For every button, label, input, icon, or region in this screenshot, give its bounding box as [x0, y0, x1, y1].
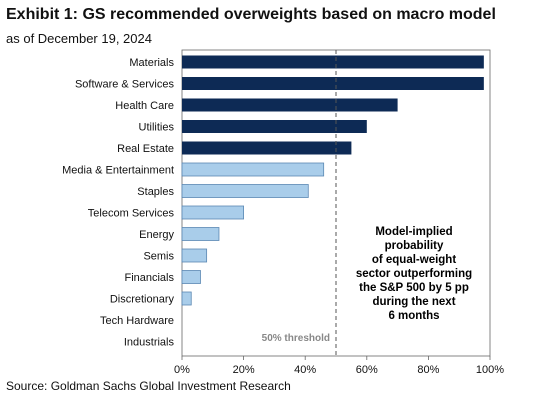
threshold-label: 50% threshold	[262, 333, 330, 344]
category-label: Health Care	[115, 100, 174, 112]
x-tick-label: 100%	[476, 364, 504, 376]
source-note: Source: Goldman Sachs Global Investment …	[6, 379, 291, 393]
x-tick-label: 20%	[233, 364, 255, 376]
bar	[181, 227, 220, 241]
category-label: Energy	[139, 229, 174, 241]
category-label: Industrials	[124, 337, 175, 349]
category-label: Telecom Services	[88, 208, 175, 220]
category-label: Media & Entertainment	[62, 165, 174, 177]
bar	[181, 205, 244, 220]
x-tick-label: 0%	[174, 364, 190, 376]
x-tick-label: 40%	[294, 364, 316, 376]
category-label: Tech Hardware	[100, 315, 174, 327]
category-label: Staples	[137, 186, 174, 198]
annotation-line: Model-implied	[375, 226, 452, 238]
x-tick-label: 80%	[417, 364, 439, 376]
category-label: Real Estate	[117, 143, 174, 155]
bar	[181, 270, 201, 284]
annotation-line: of equal-weight	[372, 254, 457, 266]
category-label: Semis	[143, 251, 174, 263]
annotation-line: probability	[385, 240, 444, 252]
category-label: Materials	[129, 57, 174, 69]
bar	[182, 55, 484, 69]
bar	[181, 162, 325, 177]
category-label: Utilities	[139, 122, 175, 134]
category-label: Software & Services	[75, 79, 175, 91]
bar	[181, 291, 192, 306]
bar	[182, 77, 484, 90]
bar	[181, 184, 309, 198]
bar	[181, 248, 208, 263]
category-label: Financials	[124, 272, 174, 284]
annotation-text: Model-implied probability of equal-weight s…	[356, 226, 472, 322]
bar	[182, 120, 367, 133]
annotation-line: the S&P 500 by 5 pp	[359, 282, 469, 294]
x-tick-label: 60%	[356, 364, 378, 376]
bar	[182, 141, 352, 155]
annotation-line: sector outperforming	[356, 268, 472, 280]
annotation-line: during the next	[372, 296, 455, 308]
category-label: Discretionary	[110, 294, 175, 306]
annotation-line: 6 months	[388, 310, 439, 322]
chart-subtitle: as of December 19, 2024	[6, 31, 152, 46]
chart-title: Exhibit 1: GS recommended overweights ba…	[6, 6, 496, 23]
bar	[182, 98, 398, 112]
